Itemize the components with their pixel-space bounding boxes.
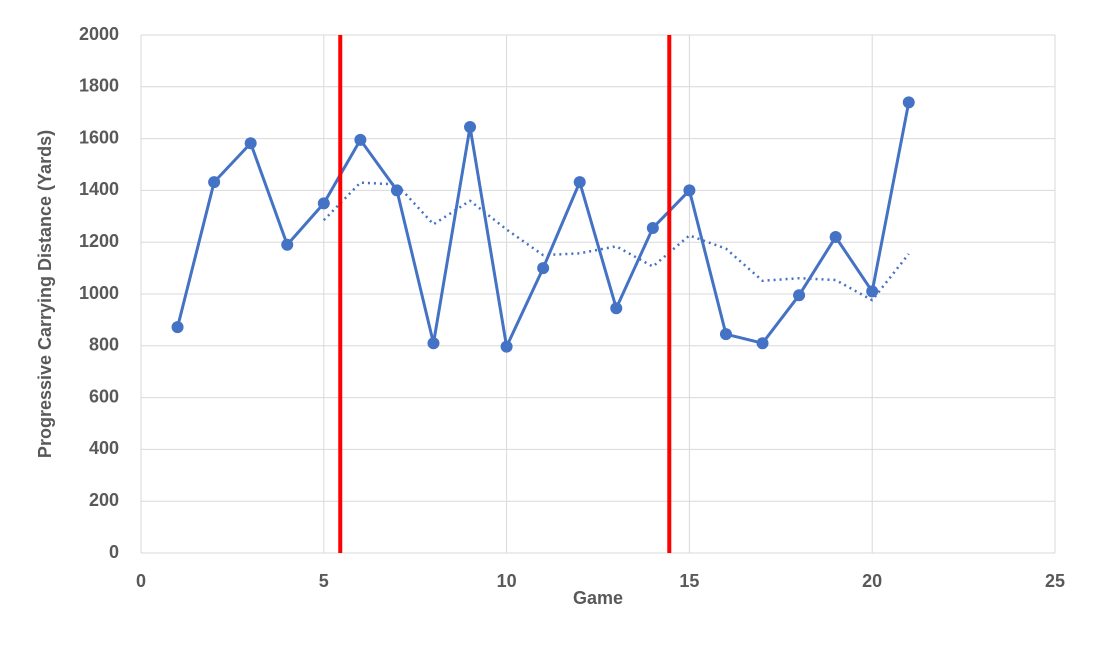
y-axis-label: Progressive Carrying Distance (Yards) (35, 130, 55, 458)
y-tick-label: 1400 (79, 179, 119, 199)
data-point (427, 337, 440, 350)
y-tick-label: 200 (89, 490, 119, 510)
y-tick-label: 1600 (79, 127, 119, 147)
y-tick-label: 600 (89, 386, 119, 406)
data-point (719, 328, 732, 341)
y-tick-label: 2000 (79, 24, 119, 44)
data-point (829, 231, 842, 244)
x-tick-label: 5 (319, 571, 329, 591)
y-tick-label: 400 (89, 438, 119, 458)
y-tick-label: 1800 (79, 76, 119, 96)
data-point (390, 184, 403, 197)
data-point (208, 176, 221, 189)
y-tick-label: 0 (109, 542, 119, 562)
x-tick-label: 10 (497, 571, 517, 591)
data-point (756, 337, 769, 350)
data-point (902, 96, 915, 109)
data-point (281, 238, 294, 251)
data-point (171, 321, 184, 334)
y-tick-label: 1000 (79, 283, 119, 303)
x-tick-label: 25 (1045, 571, 1065, 591)
data-point (610, 302, 623, 315)
trend-line (322, 181, 910, 302)
x-tick-label: 0 (136, 571, 146, 591)
data-point (683, 184, 696, 197)
data-point (537, 262, 550, 275)
data-point (793, 289, 806, 302)
y-tick-label: 1200 (79, 231, 119, 251)
data-point (354, 133, 367, 146)
data-point (573, 176, 586, 189)
x-tick-label: 15 (679, 571, 699, 591)
data-point (866, 285, 879, 298)
data-point (317, 197, 330, 210)
y-tick-label: 800 (89, 335, 119, 355)
data-point (500, 340, 513, 353)
x-axis-label: Game (573, 588, 623, 608)
data-point (646, 221, 659, 234)
x-tick-label: 20 (862, 571, 882, 591)
data-point (244, 137, 257, 150)
data-point (464, 120, 477, 133)
